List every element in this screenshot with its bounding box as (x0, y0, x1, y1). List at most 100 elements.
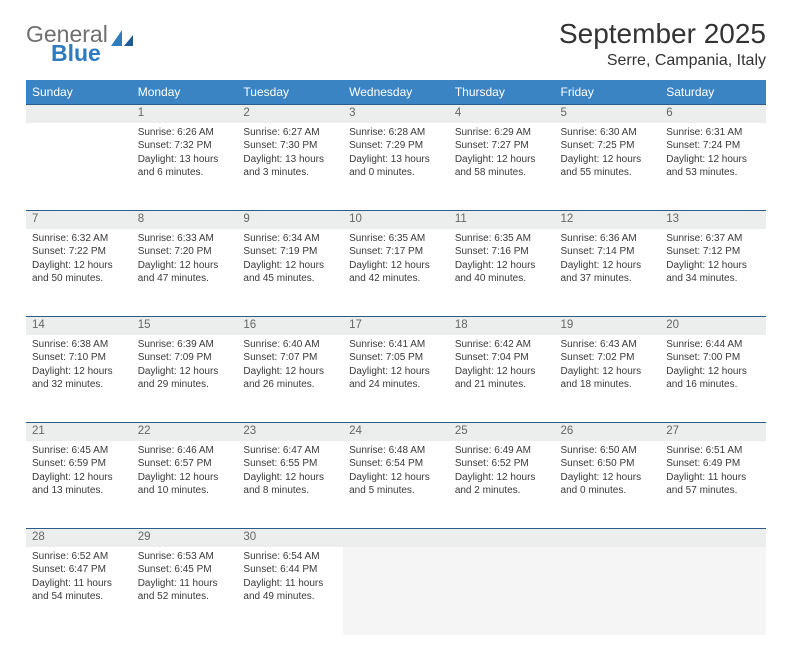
day-cell: Sunrise: 6:40 AMSunset: 7:07 PMDaylight:… (237, 335, 343, 423)
sunset-text: Sunset: 7:25 PM (561, 139, 655, 153)
day-content-row: Sunrise: 6:26 AMSunset: 7:32 PMDaylight:… (26, 123, 766, 211)
sunset-text: Sunset: 7:14 PM (561, 245, 655, 259)
daylight-text: and 24 minutes. (349, 378, 443, 392)
daylight-text: Daylight: 12 hours (243, 471, 337, 485)
day-number: 4 (449, 105, 555, 123)
daylight-text: and 6 minutes. (138, 166, 232, 180)
day-cell: Sunrise: 6:43 AMSunset: 7:02 PMDaylight:… (555, 335, 661, 423)
daylight-text: Daylight: 12 hours (666, 365, 760, 379)
daylight-text: Daylight: 12 hours (138, 365, 232, 379)
day-number: 13 (660, 211, 766, 229)
daylight-text: and 13 minutes. (32, 484, 126, 498)
daylight-text: and 34 minutes. (666, 272, 760, 286)
weekday-header: Friday (555, 80, 661, 105)
daylight-text: and 49 minutes. (243, 590, 337, 604)
day-content-row: Sunrise: 6:45 AMSunset: 6:59 PMDaylight:… (26, 441, 766, 529)
daylight-text: and 2 minutes. (455, 484, 549, 498)
day-number: 11 (449, 211, 555, 229)
sunrise-text: Sunrise: 6:48 AM (349, 444, 443, 458)
day-cell: Sunrise: 6:35 AMSunset: 7:16 PMDaylight:… (449, 229, 555, 317)
sunrise-text: Sunrise: 6:39 AM (138, 338, 232, 352)
day-number-row: 14151617181920 (26, 317, 766, 335)
sunrise-text: Sunrise: 6:47 AM (243, 444, 337, 458)
daylight-text: and 32 minutes. (32, 378, 126, 392)
weekday-header: Wednesday (343, 80, 449, 105)
day-cell: Sunrise: 6:48 AMSunset: 6:54 PMDaylight:… (343, 441, 449, 529)
daylight-text: and 29 minutes. (138, 378, 232, 392)
sunrise-text: Sunrise: 6:50 AM (561, 444, 655, 458)
sunset-text: Sunset: 7:19 PM (243, 245, 337, 259)
weekday-header: Sunday (26, 80, 132, 105)
daylight-text: Daylight: 12 hours (349, 471, 443, 485)
daylight-text: and 47 minutes. (138, 272, 232, 286)
day-cell: Sunrise: 6:50 AMSunset: 6:50 PMDaylight:… (555, 441, 661, 529)
weekday-header: Thursday (449, 80, 555, 105)
sunrise-text: Sunrise: 6:36 AM (561, 232, 655, 246)
sunrise-text: Sunrise: 6:31 AM (666, 126, 760, 140)
daylight-text: and 40 minutes. (455, 272, 549, 286)
day-number-row: 21222324252627 (26, 423, 766, 441)
daylight-text: and 0 minutes. (349, 166, 443, 180)
sunset-text: Sunset: 6:44 PM (243, 563, 337, 577)
day-number (449, 529, 555, 547)
sunrise-text: Sunrise: 6:46 AM (138, 444, 232, 458)
sunset-text: Sunset: 7:02 PM (561, 351, 655, 365)
daylight-text: Daylight: 12 hours (561, 259, 655, 273)
daylight-text: Daylight: 12 hours (138, 471, 232, 485)
sunset-text: Sunset: 6:55 PM (243, 457, 337, 471)
day-cell: Sunrise: 6:54 AMSunset: 6:44 PMDaylight:… (237, 547, 343, 635)
day-number: 24 (343, 423, 449, 441)
daylight-text: Daylight: 12 hours (243, 259, 337, 273)
sunset-text: Sunset: 6:57 PM (138, 457, 232, 471)
day-number: 16 (237, 317, 343, 335)
daylight-text: and 52 minutes. (138, 590, 232, 604)
daylight-text: Daylight: 12 hours (32, 259, 126, 273)
sunset-text: Sunset: 7:27 PM (455, 139, 549, 153)
day-number (660, 529, 766, 547)
day-number: 20 (660, 317, 766, 335)
sunrise-text: Sunrise: 6:32 AM (32, 232, 126, 246)
day-number: 19 (555, 317, 661, 335)
day-cell (660, 547, 766, 635)
day-number (555, 529, 661, 547)
day-number: 7 (26, 211, 132, 229)
day-number: 8 (132, 211, 238, 229)
sunset-text: Sunset: 6:54 PM (349, 457, 443, 471)
day-cell: Sunrise: 6:44 AMSunset: 7:00 PMDaylight:… (660, 335, 766, 423)
sunrise-text: Sunrise: 6:42 AM (455, 338, 549, 352)
sunset-text: Sunset: 7:05 PM (349, 351, 443, 365)
day-number: 6 (660, 105, 766, 123)
daylight-text: Daylight: 12 hours (666, 259, 760, 273)
day-cell: Sunrise: 6:27 AMSunset: 7:30 PMDaylight:… (237, 123, 343, 211)
day-cell (449, 547, 555, 635)
day-cell: Sunrise: 6:46 AMSunset: 6:57 PMDaylight:… (132, 441, 238, 529)
sunset-text: Sunset: 7:29 PM (349, 139, 443, 153)
day-cell: Sunrise: 6:34 AMSunset: 7:19 PMDaylight:… (237, 229, 343, 317)
weekday-header: Tuesday (237, 80, 343, 105)
sunrise-text: Sunrise: 6:35 AM (455, 232, 549, 246)
weekday-header-row: Sunday Monday Tuesday Wednesday Thursday… (26, 80, 766, 105)
sunset-text: Sunset: 7:24 PM (666, 139, 760, 153)
daylight-text: Daylight: 11 hours (666, 471, 760, 485)
day-number-row: 123456 (26, 105, 766, 123)
day-number (26, 105, 132, 123)
daylight-text: and 5 minutes. (349, 484, 443, 498)
daylight-text: and 21 minutes. (455, 378, 549, 392)
day-cell: Sunrise: 6:51 AMSunset: 6:49 PMDaylight:… (660, 441, 766, 529)
day-cell: Sunrise: 6:33 AMSunset: 7:20 PMDaylight:… (132, 229, 238, 317)
daylight-text: and 18 minutes. (561, 378, 655, 392)
sunrise-text: Sunrise: 6:28 AM (349, 126, 443, 140)
day-cell: Sunrise: 6:28 AMSunset: 7:29 PMDaylight:… (343, 123, 449, 211)
day-number: 22 (132, 423, 238, 441)
sunset-text: Sunset: 7:22 PM (32, 245, 126, 259)
sunrise-text: Sunrise: 6:41 AM (349, 338, 443, 352)
day-cell: Sunrise: 6:32 AMSunset: 7:22 PMDaylight:… (26, 229, 132, 317)
sunrise-text: Sunrise: 6:33 AM (138, 232, 232, 246)
day-cell: Sunrise: 6:52 AMSunset: 6:47 PMDaylight:… (26, 547, 132, 635)
day-number: 21 (26, 423, 132, 441)
daylight-text: Daylight: 12 hours (561, 471, 655, 485)
day-cell: Sunrise: 6:47 AMSunset: 6:55 PMDaylight:… (237, 441, 343, 529)
day-cell: Sunrise: 6:41 AMSunset: 7:05 PMDaylight:… (343, 335, 449, 423)
sunrise-text: Sunrise: 6:35 AM (349, 232, 443, 246)
day-number: 15 (132, 317, 238, 335)
